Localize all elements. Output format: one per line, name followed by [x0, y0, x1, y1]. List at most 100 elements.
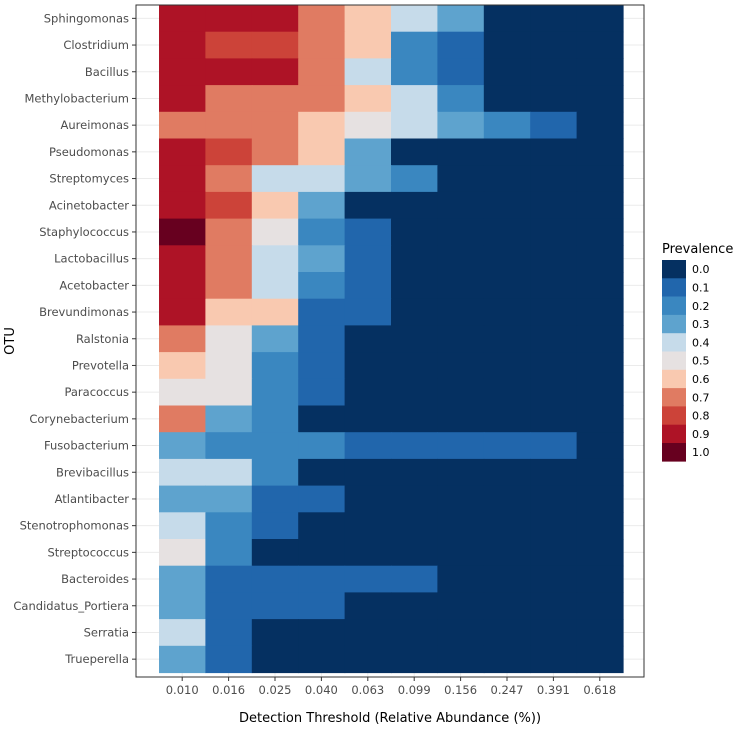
heatmap-cell — [530, 5, 578, 33]
heatmap-cell — [298, 5, 346, 33]
legend-swatch — [662, 369, 686, 389]
heatmap-cell — [159, 592, 206, 620]
heatmap-cell — [298, 512, 346, 540]
heatmap-cell — [483, 405, 531, 433]
heatmap-cell — [576, 191, 624, 220]
legend-label: 0.8 — [692, 410, 710, 423]
heatmap-cell — [344, 58, 392, 86]
heatmap-cell — [298, 378, 346, 407]
heatmap-cell — [576, 138, 624, 166]
x-tick-label: 0.063 — [351, 683, 384, 697]
heatmap-cell — [437, 218, 485, 246]
heatmap-cell — [391, 565, 438, 593]
heatmap-cell — [437, 458, 485, 487]
heatmap-cell — [298, 539, 346, 567]
heatmap-cell — [205, 458, 253, 487]
heatmap-cell — [205, 432, 253, 460]
heatmap-cell — [437, 592, 485, 620]
heatmap-cell — [483, 218, 531, 246]
panel-border — [135, 4, 645, 678]
heatmap-cell — [298, 325, 346, 353]
y-tick-label: Fusobacterium — [44, 439, 129, 453]
heatmap-cell — [159, 272, 206, 300]
heatmap-cell — [437, 352, 485, 380]
heatmap-cell — [391, 405, 438, 433]
heatmap-cell — [437, 325, 485, 353]
heatmap-cell — [344, 645, 392, 674]
y-tick-label: Methylobacterium — [25, 91, 130, 105]
heatmap-cell — [437, 565, 485, 593]
heatmap-cell — [159, 138, 206, 166]
y-tick-label: Trueperella — [64, 652, 129, 666]
heatmap-cell — [576, 619, 624, 647]
heatmap-cell — [530, 458, 578, 487]
heatmap-cell — [391, 85, 438, 113]
heatmap-cell — [391, 245, 438, 273]
heatmap-cell — [530, 592, 578, 620]
heatmap-cell — [391, 165, 438, 193]
heatmap-cell — [576, 458, 624, 487]
heatmap-cell — [483, 645, 531, 674]
heatmap-cell — [576, 111, 624, 140]
heatmap-cell — [344, 592, 392, 620]
heatmap-cell — [205, 619, 253, 647]
heatmap-cell — [391, 512, 438, 540]
heatmap-cell — [483, 85, 531, 113]
heatmap-cell — [437, 138, 485, 166]
heatmap-cell — [483, 485, 531, 513]
y-axis-title: OTU — [3, 327, 18, 355]
heatmap-cell — [437, 191, 485, 220]
y-tick-label: Stenotrophomonas — [20, 519, 129, 533]
legend-label: 0.3 — [692, 318, 710, 331]
heatmap-cell — [159, 245, 206, 273]
heatmap-cell — [205, 405, 253, 433]
heatmap-cell — [483, 5, 531, 33]
heatmap-cell — [483, 378, 531, 407]
heatmap-cell — [298, 85, 346, 113]
heatmap-cell — [391, 298, 438, 326]
heatmap-cell — [391, 432, 438, 460]
heatmap-cell — [437, 245, 485, 273]
heatmap-cell — [251, 245, 299, 273]
y-tick-label: Atlantibacter — [55, 492, 130, 506]
heatmap-cell — [251, 111, 299, 140]
y-tick-label: Clostridium — [63, 38, 129, 52]
x-axis-title: Detection Threshold (Relative Abundance … — [239, 711, 541, 726]
heatmap-cell — [205, 592, 253, 620]
heatmap-cell — [576, 539, 624, 567]
heatmap-cell — [483, 165, 531, 193]
heatmap-cell — [205, 165, 253, 193]
heatmap-cell — [483, 592, 531, 620]
heatmap-cell — [159, 619, 206, 647]
heatmap-cell — [437, 405, 485, 433]
heatmap-cell — [483, 512, 531, 540]
heatmap-cells — [159, 5, 624, 674]
x-tick-label: 0.391 — [537, 683, 570, 697]
heatmap-cell — [298, 138, 346, 166]
heatmap-cell — [530, 218, 578, 246]
heatmap-cell — [298, 58, 346, 86]
heatmap-cell — [251, 58, 299, 86]
heatmap-cell — [391, 619, 438, 647]
heatmap-cell — [437, 31, 485, 59]
y-tick-label: Brevundimonas — [39, 305, 129, 319]
heatmap-cell — [251, 565, 299, 593]
heatmap-cell — [483, 58, 531, 86]
heatmap-cell — [159, 378, 206, 407]
heatmap-cell — [205, 298, 253, 326]
heatmap-cell — [205, 31, 253, 59]
y-axis: Sphingomonas Clostridium Bacillus Methyloba… — [13, 11, 136, 666]
heatmap-cell — [159, 565, 206, 593]
heatmap-cell — [576, 245, 624, 273]
heatmap-cell — [251, 378, 299, 407]
heatmap-cell — [391, 539, 438, 567]
heatmap-cell — [205, 58, 253, 86]
heatmap-cell — [159, 111, 206, 140]
heatmap-cell — [298, 191, 346, 220]
heatmap-cell — [530, 539, 578, 567]
heatmap-cell — [576, 512, 624, 540]
heatmap-cell — [391, 191, 438, 220]
x-tick-label: 0.025 — [259, 683, 292, 697]
heatmap-cell — [391, 218, 438, 246]
